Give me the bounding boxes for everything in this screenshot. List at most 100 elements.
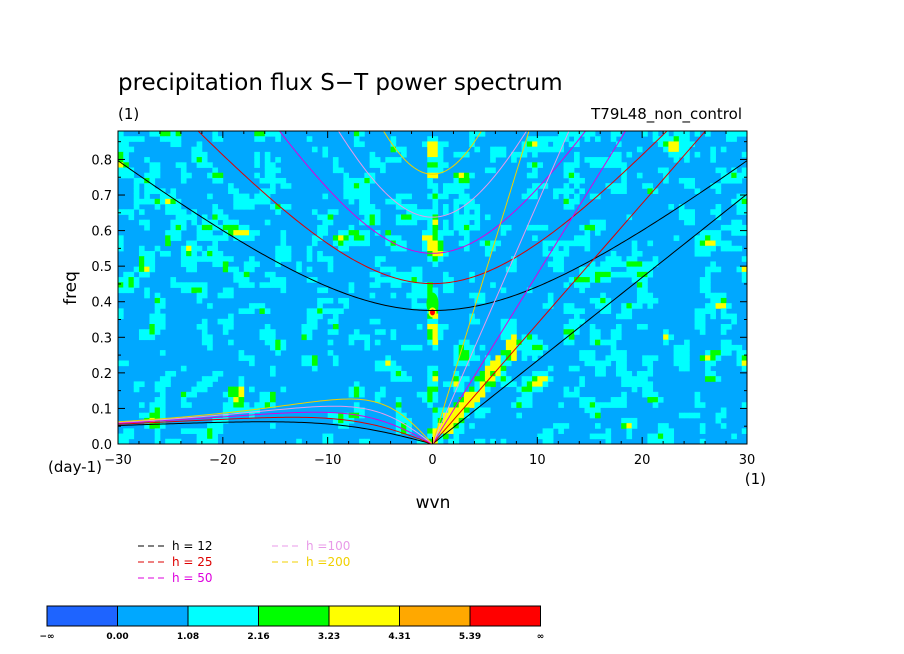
field-cell xyxy=(594,334,601,341)
field-cell xyxy=(558,131,564,137)
field-cell xyxy=(243,308,250,314)
field-cell xyxy=(500,146,507,153)
field-cell xyxy=(453,423,460,429)
field-cell xyxy=(306,245,313,252)
field-cell xyxy=(542,438,549,444)
field-cell xyxy=(385,235,391,241)
field-cell xyxy=(317,313,323,320)
field-cell xyxy=(610,271,617,278)
field-cell xyxy=(422,209,428,215)
field-cell xyxy=(228,256,234,262)
field-cell xyxy=(673,136,680,142)
field-cell xyxy=(353,183,360,189)
field-cell xyxy=(254,261,260,268)
field-cell xyxy=(526,141,533,148)
field-cell xyxy=(605,261,612,268)
field-cell xyxy=(170,230,177,236)
field-cell xyxy=(332,417,339,424)
field-cell xyxy=(322,287,329,294)
field-cell xyxy=(615,355,622,361)
field-cell xyxy=(238,355,245,361)
field-cell xyxy=(448,428,454,434)
legend-entry: h = 25 xyxy=(172,555,213,569)
field-cell xyxy=(327,297,334,304)
field-cell xyxy=(191,245,198,252)
field-cell xyxy=(647,292,654,299)
field-cell xyxy=(505,355,512,361)
field-cell xyxy=(605,271,612,278)
field-cell xyxy=(684,339,690,346)
field-cell xyxy=(138,177,145,184)
field-cell xyxy=(579,271,585,278)
field-cell xyxy=(600,303,606,309)
field-cell xyxy=(259,198,266,205)
field-cell xyxy=(668,428,675,434)
field-cell xyxy=(621,360,627,367)
field-cell xyxy=(149,167,156,174)
field-cell xyxy=(626,433,633,440)
field-cell xyxy=(133,183,140,189)
field-cell xyxy=(657,438,664,444)
field-cell xyxy=(469,136,475,142)
field-cell xyxy=(207,381,213,388)
field-cell xyxy=(699,235,706,241)
field-cell xyxy=(463,193,470,200)
field-cell xyxy=(317,230,323,236)
field-cell xyxy=(741,277,747,283)
field-cell xyxy=(212,177,218,184)
field-cell xyxy=(631,277,638,283)
field-cell xyxy=(469,204,475,210)
field-cell xyxy=(395,235,402,241)
field-cell xyxy=(144,172,150,179)
field-cell xyxy=(144,193,150,200)
field-cell xyxy=(348,287,355,294)
field-cell xyxy=(511,344,517,351)
field-cell xyxy=(532,151,538,158)
field-cell xyxy=(311,365,318,372)
field-cell xyxy=(165,376,171,382)
field-cell xyxy=(217,209,224,215)
field-cell xyxy=(348,235,355,241)
field-cell xyxy=(427,177,433,184)
field-cell xyxy=(741,172,747,179)
field-cell xyxy=(673,235,680,241)
field-cell xyxy=(191,219,198,226)
field-cell xyxy=(615,151,622,158)
field-cell xyxy=(222,417,229,424)
field-cell xyxy=(437,438,444,444)
field-cell xyxy=(432,224,439,231)
field-cell xyxy=(532,162,538,168)
field-cell xyxy=(621,188,627,194)
field-cell xyxy=(264,391,271,398)
field-cell xyxy=(212,438,218,444)
field-cell xyxy=(123,282,129,288)
field-cell xyxy=(720,407,727,414)
field-cell xyxy=(542,344,549,351)
field-cell xyxy=(238,391,245,398)
field-cell xyxy=(196,141,203,148)
field-cell xyxy=(521,350,528,356)
field-cell xyxy=(537,339,543,346)
field-cell xyxy=(526,146,533,153)
field-cell xyxy=(296,261,302,268)
field-cell xyxy=(212,136,218,142)
field-cell xyxy=(338,297,344,304)
field-cell xyxy=(343,193,350,200)
field-cell xyxy=(380,365,386,372)
field-cell xyxy=(453,412,460,419)
field-cell xyxy=(422,391,428,398)
field-cell xyxy=(133,177,140,184)
field-cell xyxy=(652,188,659,194)
field-cell xyxy=(526,391,533,398)
field-cell xyxy=(736,266,743,273)
field-cell xyxy=(280,230,287,236)
field-cell xyxy=(327,350,334,356)
field-cell xyxy=(647,271,654,278)
field-cell xyxy=(453,428,460,434)
field-cell xyxy=(228,292,234,299)
field-cell xyxy=(479,381,486,388)
field-cell xyxy=(574,240,580,247)
field-cell xyxy=(631,256,638,262)
field-cell xyxy=(474,376,481,382)
field-cell xyxy=(652,438,659,444)
